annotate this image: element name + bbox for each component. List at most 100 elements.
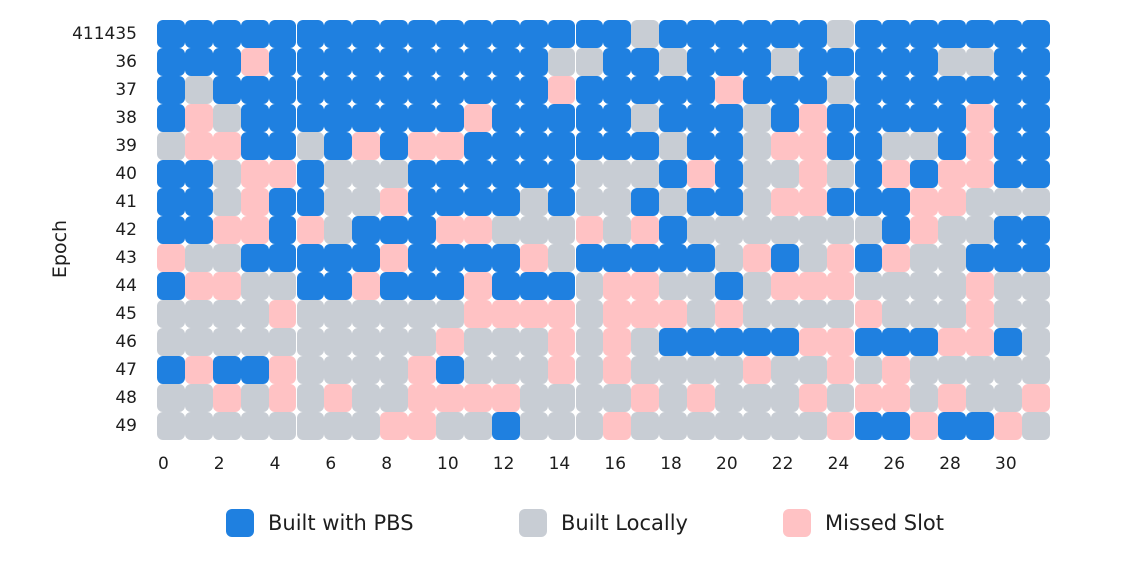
heatmap-cell xyxy=(910,272,939,300)
heatmap-cell xyxy=(324,188,353,216)
heatmap-cell xyxy=(603,160,632,188)
heatmap-cell xyxy=(352,328,381,356)
heatmap-cell xyxy=(268,132,297,160)
heatmap-cell xyxy=(240,188,269,216)
heatmap-cell xyxy=(380,104,409,132)
heatmap-cell xyxy=(659,132,688,160)
heatmap-cell xyxy=(436,48,464,76)
heatmap-cell xyxy=(408,244,436,272)
x-tick-label: 20 xyxy=(716,454,738,474)
heatmap-cell xyxy=(938,412,967,440)
heatmap-cell xyxy=(212,104,241,132)
heatmap-cell xyxy=(212,132,241,160)
y-tick-label: 38 xyxy=(115,108,137,128)
heatmap-cell xyxy=(240,356,269,384)
heatmap-cell xyxy=(268,104,297,132)
heatmap-cell xyxy=(631,48,660,76)
heatmap-cell xyxy=(575,328,604,356)
heatmap-cell xyxy=(408,412,436,440)
heatmap-cell xyxy=(882,244,911,272)
heatmap-cell xyxy=(966,104,994,132)
heatmap-cell xyxy=(882,132,911,160)
heatmap-cell xyxy=(408,272,436,300)
heatmap-cell xyxy=(184,160,213,188)
legend-swatch-local xyxy=(519,509,547,537)
heatmap-cell xyxy=(408,300,436,328)
heatmap-cell xyxy=(184,20,213,48)
heatmap-cell xyxy=(436,188,464,216)
heatmap-cell xyxy=(854,412,883,440)
heatmap-cell xyxy=(854,244,883,272)
x-tick-label: 10 xyxy=(437,454,459,474)
heatmap-cell xyxy=(659,48,688,76)
heatmap-cell xyxy=(380,216,409,244)
y-tick-label: 45 xyxy=(115,304,137,324)
heatmap-cell xyxy=(352,48,381,76)
heatmap-cell xyxy=(854,356,883,384)
heatmap-cell xyxy=(966,328,994,356)
heatmap-cell xyxy=(994,244,1022,272)
heatmap-cell xyxy=(770,272,799,300)
heatmap-cell xyxy=(184,188,213,216)
heatmap-cell xyxy=(742,328,771,356)
heatmap-cell xyxy=(212,48,241,76)
x-tick-label: 24 xyxy=(827,454,850,474)
heatmap-cell xyxy=(463,20,492,48)
heatmap-cell xyxy=(994,356,1022,384)
heatmap-cell xyxy=(519,160,548,188)
heatmap-cell xyxy=(408,328,436,356)
heatmap-cell xyxy=(770,132,799,160)
heatmap-cell xyxy=(547,356,576,384)
heatmap-cell xyxy=(212,300,241,328)
heatmap-cell xyxy=(966,216,994,244)
heatmap-cell xyxy=(770,356,799,384)
heatmap-cell xyxy=(547,76,576,104)
heatmap-cell xyxy=(463,188,492,216)
heatmap-cell xyxy=(742,272,771,300)
heatmap-cell xyxy=(938,216,967,244)
heatmap-cell xyxy=(687,356,715,384)
heatmap-cell xyxy=(994,48,1022,76)
heatmap-cell xyxy=(268,328,297,356)
heatmap-cell xyxy=(491,188,520,216)
heatmap-cell xyxy=(1021,104,1050,132)
y-tick-label: 40 xyxy=(115,164,137,184)
heatmap-cell xyxy=(882,48,911,76)
heatmap-cell xyxy=(547,300,576,328)
heatmap-cell xyxy=(212,412,241,440)
legend-label-pbs: Built with PBS xyxy=(268,511,414,535)
heatmap-cell xyxy=(631,76,660,104)
heatmap-cell xyxy=(882,20,911,48)
heatmap-cell xyxy=(882,412,911,440)
heatmap-cell xyxy=(603,216,632,244)
heatmap-cell xyxy=(352,76,381,104)
heatmap-cell xyxy=(519,188,548,216)
heatmap-cell xyxy=(798,384,827,412)
heatmap-cell xyxy=(966,384,994,412)
heatmap-cell xyxy=(798,188,827,216)
heatmap-cell xyxy=(157,300,185,328)
heatmap-cell xyxy=(994,132,1022,160)
y-tick-label: 49 xyxy=(115,416,137,436)
heatmap-cell xyxy=(854,272,883,300)
heatmap-cell xyxy=(603,356,632,384)
heatmap-cell xyxy=(854,216,883,244)
heatmap-cell xyxy=(966,20,994,48)
heatmap-cell xyxy=(491,244,520,272)
heatmap-cell xyxy=(994,300,1022,328)
heatmap-cell xyxy=(966,244,994,272)
heatmap-cell xyxy=(240,132,269,160)
heatmap-cell xyxy=(631,412,660,440)
heatmap-cell xyxy=(324,244,353,272)
heatmap-cell xyxy=(519,20,548,48)
heatmap-cell xyxy=(826,300,855,328)
heatmap-cell xyxy=(380,160,409,188)
heatmap-cell xyxy=(157,356,185,384)
heatmap-cell xyxy=(575,104,604,132)
x-tick-label: 2 xyxy=(213,454,225,474)
heatmap-cell xyxy=(268,356,297,384)
heatmap-cell xyxy=(296,244,325,272)
heatmap-cell xyxy=(547,132,576,160)
heatmap-cell xyxy=(938,188,967,216)
heatmap-cell xyxy=(296,76,325,104)
